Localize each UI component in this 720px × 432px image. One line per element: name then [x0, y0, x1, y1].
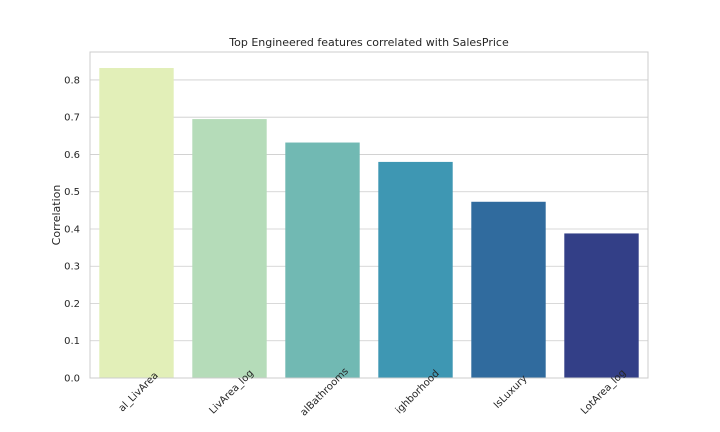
y-tick-label: 0.7 — [64, 113, 80, 124]
bar-neighborhood — [378, 161, 453, 378]
bar-isluxury — [471, 201, 546, 378]
bars — [99, 68, 639, 378]
bar-lotarea-log — [564, 233, 639, 378]
gridlines — [90, 79, 648, 379]
bar-total-livarea — [99, 68, 174, 378]
y-tick-labels: 0.0 0.1 0.2 0.3 0.4 0.5 0.6 0.7 0.8 — [64, 75, 80, 384]
bar-totallivarea-log — [192, 119, 267, 378]
y-tick-label: 0.1 — [64, 336, 80, 347]
y-tick-label: 0.2 — [64, 299, 80, 310]
y-tick-label: 0.0 — [64, 374, 80, 385]
y-tick-label: 0.8 — [64, 75, 80, 86]
y-tick-label: 0.5 — [64, 187, 80, 198]
y-tick-label: 0.4 — [64, 224, 80, 235]
chart-title: Top Engineered features correlated with … — [228, 36, 509, 49]
y-axis-label: Correlation — [50, 185, 63, 246]
bar-totalbathrooms — [285, 142, 360, 378]
x-tick-label: IsLuxury — [492, 373, 530, 411]
y-tick-label: 0.6 — [64, 150, 80, 161]
plot-frame — [89, 51, 649, 379]
y-tick-label: 0.3 — [64, 262, 80, 273]
